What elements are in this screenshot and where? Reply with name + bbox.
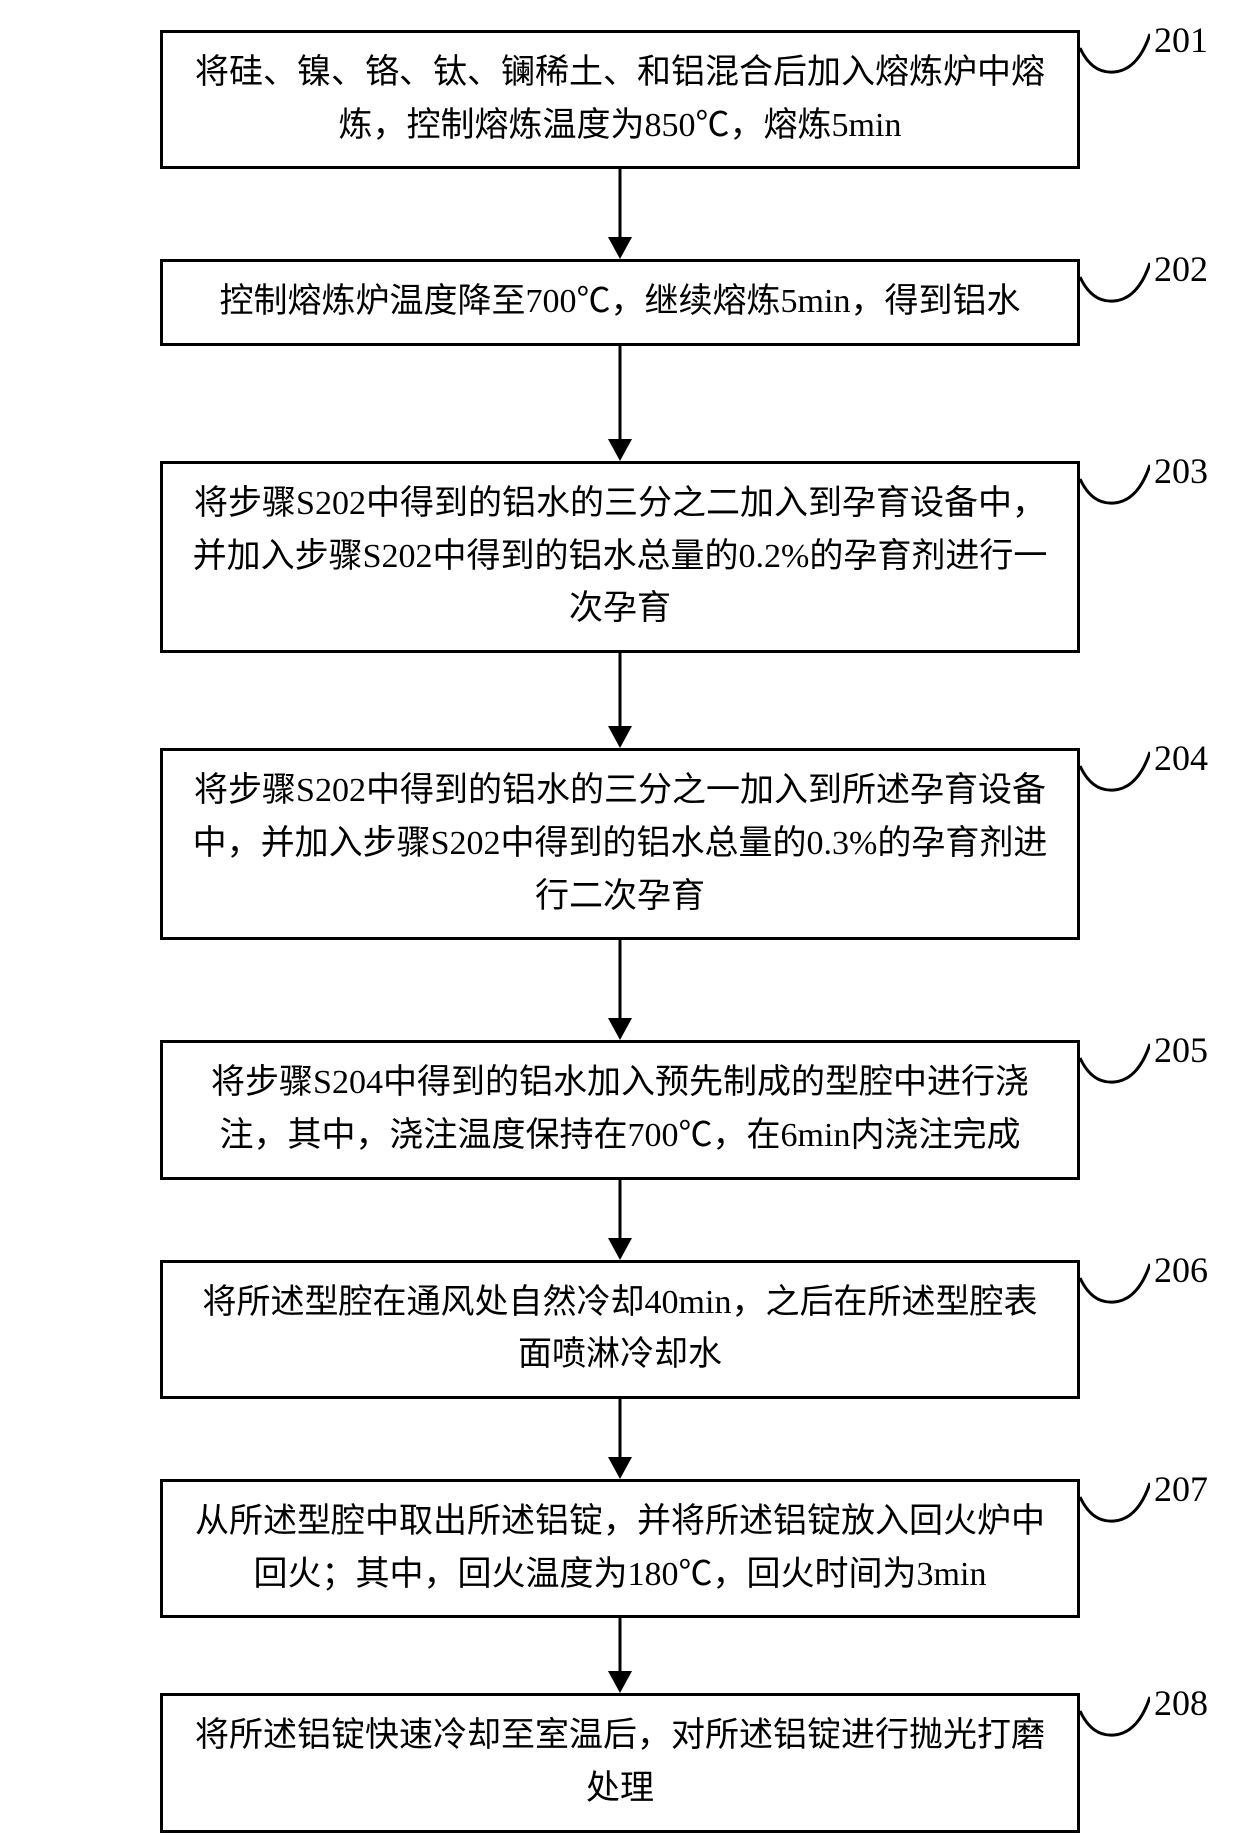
step-label: 207 — [1154, 1471, 1208, 1507]
step-label-connector: 205 — [1080, 1040, 1208, 1088]
step-label: 201 — [1154, 22, 1208, 58]
step-box: 将步骤S204中得到的铝水加入预先制成的型腔中进行浇注，其中，浇注温度保持在70… — [160, 1040, 1080, 1179]
flowchart-step: 将硅、镍、铬、钛、镧稀土、和铝混合后加入熔炼炉中熔炼，控制熔炼温度为850℃，熔… — [0, 30, 1240, 169]
flowchart-step: 从所述型腔中取出所述铝锭，并将所述铝锭放入回火炉中回火；其中，回火温度为180℃… — [0, 1479, 1240, 1618]
flowchart-step: 将步骤S202中得到的铝水的三分之一加入到所述孕育设备中，并加入步骤S202中得… — [0, 748, 1240, 940]
flowchart-step: 将步骤S204中得到的铝水加入预先制成的型腔中进行浇注，其中，浇注温度保持在70… — [0, 1040, 1240, 1179]
step-box: 将硅、镍、铬、钛、镧稀土、和铝混合后加入熔炼炉中熔炼，控制熔炼温度为850℃，熔… — [160, 30, 1080, 169]
arrow-down-icon — [600, 346, 640, 461]
step-label-connector: 203 — [1080, 461, 1208, 509]
arrow-down-icon — [600, 1618, 640, 1693]
flowchart-container: 将硅、镍、铬、钛、镧稀土、和铝混合后加入熔炼炉中熔炼，控制熔炼温度为850℃，熔… — [0, 30, 1240, 1833]
flowchart-step: 将步骤S202中得到的铝水的三分之二加入到孕育设备中，并加入步骤S202中得到的… — [0, 461, 1240, 653]
arrow-down-icon — [600, 1399, 640, 1479]
step-label: 204 — [1154, 740, 1208, 776]
step-label-connector: 204 — [1080, 748, 1208, 796]
step-label: 203 — [1154, 453, 1208, 489]
flowchart-step: 将所述型腔在通风处自然冷却40min，之后在所述型腔表面喷淋冷却水206 — [0, 1260, 1240, 1399]
step-box: 将步骤S202中得到的铝水的三分之二加入到孕育设备中，并加入步骤S202中得到的… — [160, 461, 1080, 653]
step-label: 205 — [1154, 1032, 1208, 1068]
step-box: 将所述型腔在通风处自然冷却40min，之后在所述型腔表面喷淋冷却水 — [160, 1260, 1080, 1399]
step-label: 206 — [1154, 1252, 1208, 1288]
step-box: 控制熔炼炉温度降至700℃，继续熔炼5min，得到铝水 — [160, 259, 1080, 346]
arrow-down-icon — [600, 940, 640, 1040]
step-label-connector: 202 — [1080, 259, 1208, 307]
step-label-connector: 201 — [1080, 30, 1208, 78]
step-label-connector: 207 — [1080, 1479, 1208, 1527]
step-box: 将步骤S202中得到的铝水的三分之一加入到所述孕育设备中，并加入步骤S202中得… — [160, 748, 1080, 940]
arrow-down-icon — [600, 1180, 640, 1260]
flowchart-step: 将所述铝锭快速冷却至室温后，对所述铝锭进行抛光打磨处理208 — [0, 1693, 1240, 1832]
step-label: 202 — [1154, 251, 1208, 287]
arrow-down-icon — [600, 653, 640, 748]
step-box: 将所述铝锭快速冷却至室温后，对所述铝锭进行抛光打磨处理 — [160, 1693, 1080, 1832]
flowchart-step: 控制熔炼炉温度降至700℃，继续熔炼5min，得到铝水202 — [0, 259, 1240, 346]
step-label-connector: 206 — [1080, 1260, 1208, 1308]
arrow-down-icon — [600, 169, 640, 259]
step-box: 从所述型腔中取出所述铝锭，并将所述铝锭放入回火炉中回火；其中，回火温度为180℃… — [160, 1479, 1080, 1618]
step-label-connector: 208 — [1080, 1693, 1208, 1741]
step-label: 208 — [1154, 1685, 1208, 1721]
